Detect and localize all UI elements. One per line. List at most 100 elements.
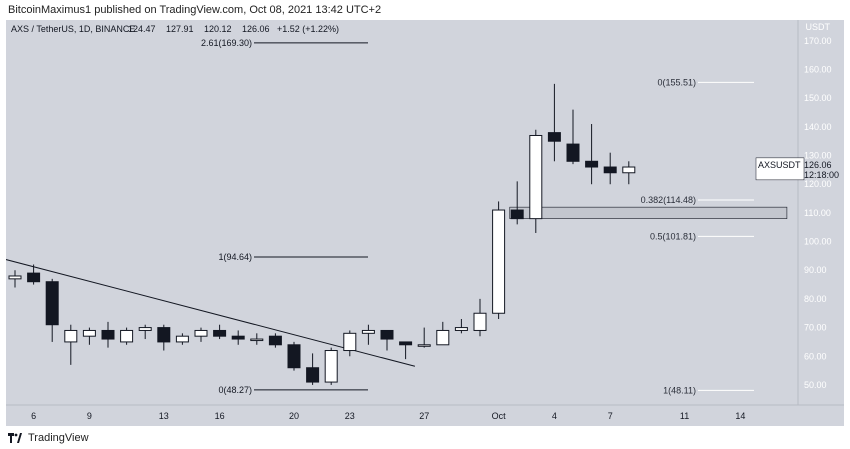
fib-level-label: 0(48.27)	[218, 385, 252, 395]
candle	[380, 329, 394, 351]
fib-level-label: 2.61(169.30)	[201, 38, 252, 48]
candle-body	[287, 344, 301, 369]
candle	[45, 278, 59, 342]
footer-brand: TradingView	[28, 431, 89, 444]
candle	[306, 353, 320, 385]
price-axis[interactable]: 50.00 60.00 70.00 80.00 90.00 100.00 110.00 120…	[804, 36, 832, 390]
candle-body	[603, 166, 617, 174]
candle-body	[547, 132, 561, 142]
candle	[417, 327, 431, 348]
candle	[510, 181, 524, 225]
fib-level-label: 0.382(114.48)	[641, 195, 696, 205]
time-axis[interactable]: 6 9 13 16 20 23 27 Oct 4 7 11 14	[31, 411, 745, 421]
support-zone	[509, 206, 788, 219]
candle	[529, 129, 543, 233]
candle-body	[399, 341, 413, 346]
ohlc-close: 126.06	[242, 24, 270, 34]
candle	[492, 201, 506, 319]
candle-body	[566, 143, 580, 162]
candle-body	[324, 350, 338, 383]
y-tick-label: 50.00	[804, 380, 827, 390]
price-chart[interactable]: AXS / TetherUS, 1D, BINANCE 124.47 127.9…	[0, 20, 844, 426]
candle	[231, 330, 245, 345]
y-tick-label: 120.00	[804, 179, 832, 189]
support-zone-layer	[509, 206, 788, 219]
candle-body	[417, 344, 431, 347]
x-tick-label: 7	[608, 411, 613, 421]
price-tag-box	[755, 157, 805, 181]
candle-body	[343, 332, 357, 352]
fib-level-label: 1(94.64)	[218, 252, 252, 262]
fib-level-label: 0(155.51)	[657, 77, 696, 87]
y-tick-label: 80.00	[804, 294, 827, 304]
candle-body	[120, 329, 134, 343]
chart-frame[interactable]: AXS / TetherUS, 1D, BINANCE 124.47 127.9…	[0, 20, 844, 426]
x-tick-label: 27	[419, 411, 429, 421]
x-tick-label: 13	[159, 411, 169, 421]
candle	[547, 83, 561, 162]
fibonacci-layer: 2.61(169.30) 1(94.64) 0(48.27) 0(155.51) 0.3…	[201, 38, 754, 395]
candle	[268, 333, 282, 348]
candle	[8, 270, 22, 288]
y-tick-label: 70.00	[804, 323, 827, 333]
candle-body	[380, 329, 394, 340]
fib-level-label: 1(48.11)	[663, 385, 696, 395]
ohlc-low: 120.12	[204, 24, 232, 34]
footer: TradingView	[0, 426, 850, 449]
candle-body	[250, 338, 264, 342]
y-tick-label: 90.00	[804, 265, 827, 275]
candle	[138, 324, 152, 340]
fib-level-label: 0.5(101.81)	[650, 231, 696, 241]
candle	[566, 109, 580, 165]
candle-body	[27, 272, 41, 283]
candle-body	[101, 329, 115, 340]
candle-body	[268, 335, 282, 346]
candle-body	[306, 367, 320, 383]
x-tick-label: 9	[87, 411, 92, 421]
x-tick-label: 6	[31, 411, 36, 421]
price-tag-layer: AXSUSDT 126.06 12:18:00	[755, 157, 839, 181]
x-tick-label: 23	[345, 411, 355, 421]
candle-body	[213, 329, 227, 337]
chart-background	[6, 20, 844, 426]
candle-body	[45, 281, 59, 326]
candle-body	[454, 327, 468, 331]
candle	[361, 324, 375, 345]
candle	[157, 324, 171, 351]
ohlc-high: 127.91	[166, 24, 194, 34]
candle	[250, 333, 264, 345]
candle-body	[436, 329, 450, 346]
price-tag-symbol: AXSUSDT	[758, 160, 801, 170]
y-tick-label: 60.00	[804, 351, 827, 361]
candle	[82, 327, 96, 345]
candle-body	[157, 327, 171, 343]
currency-label: USDT	[806, 22, 831, 32]
x-tick-label: 11	[680, 411, 689, 421]
candle-body	[82, 329, 96, 337]
ohlc-open: 124.47	[128, 24, 156, 34]
y-tick-label: 100.00	[804, 237, 832, 247]
candle-body	[492, 209, 506, 314]
price-tag-countdown: 12:18:00	[804, 170, 839, 180]
candle-body	[473, 312, 487, 331]
candles-layer	[8, 83, 636, 385]
candle	[120, 327, 134, 345]
symbol-header: AXS / TetherUS, 1D, BINANCE 124.47 127.9…	[11, 22, 831, 34]
candle-body	[194, 329, 208, 337]
y-tick-label: 160.00	[804, 65, 832, 75]
candle	[64, 324, 78, 365]
candle	[213, 324, 227, 340]
publish-banner: BitcoinMaximus1 published on TradingView…	[0, 0, 850, 20]
y-tick-label: 150.00	[804, 93, 832, 103]
tradingview-logo-icon	[8, 432, 22, 443]
candle	[175, 333, 189, 345]
candle-body	[64, 329, 78, 343]
candle-body	[529, 134, 543, 220]
ohlc-change: +1.52 (+1.22%)	[277, 24, 339, 34]
candle	[603, 152, 617, 185]
candle-body	[175, 335, 189, 343]
x-tick-label: 16	[215, 411, 225, 421]
x-tick-label: Oct	[492, 411, 507, 421]
candle-body	[138, 327, 152, 331]
candle	[585, 124, 599, 185]
